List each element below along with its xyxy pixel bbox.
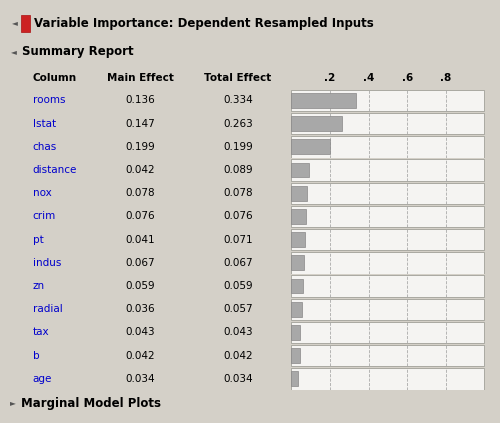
Text: .2: .2: [324, 73, 336, 83]
Text: crim: crim: [33, 212, 56, 221]
Text: 0.076: 0.076: [223, 212, 252, 221]
Text: Main Effect: Main Effect: [107, 73, 174, 83]
Bar: [292, 348, 300, 363]
Text: ►: ►: [10, 398, 16, 407]
Bar: [292, 116, 342, 131]
Bar: [20, 15, 30, 32]
Text: distance: distance: [33, 165, 77, 175]
Bar: [292, 162, 308, 178]
Text: lstat: lstat: [33, 118, 56, 129]
Text: 0.059: 0.059: [223, 281, 252, 291]
Text: .8: .8: [440, 73, 452, 83]
Text: 0.147: 0.147: [126, 118, 155, 129]
Text: indus: indus: [33, 258, 61, 268]
Text: .6: .6: [402, 73, 413, 83]
Text: Variable Importance: Dependent Resampled Inputs: Variable Importance: Dependent Resampled…: [34, 16, 374, 30]
Text: zn: zn: [33, 281, 45, 291]
Bar: [292, 136, 484, 157]
Text: Marginal Model Plots: Marginal Model Plots: [20, 396, 160, 409]
Text: Total Effect: Total Effect: [204, 73, 272, 83]
Bar: [292, 302, 302, 317]
Text: tax: tax: [33, 327, 50, 338]
Text: ◄: ◄: [11, 47, 16, 55]
Bar: [292, 325, 300, 340]
Bar: [292, 252, 484, 274]
Bar: [292, 113, 484, 134]
Text: 0.071: 0.071: [223, 235, 252, 244]
Bar: [292, 159, 484, 181]
Text: 0.076: 0.076: [126, 212, 155, 221]
Text: 0.043: 0.043: [126, 327, 155, 338]
Bar: [292, 229, 484, 250]
Text: radial: radial: [33, 304, 62, 314]
Bar: [292, 186, 306, 201]
Text: 0.067: 0.067: [223, 258, 252, 268]
Text: .4: .4: [363, 73, 374, 83]
Text: age: age: [33, 374, 52, 384]
Text: 0.041: 0.041: [126, 235, 155, 244]
Bar: [292, 345, 484, 366]
Text: 0.199: 0.199: [126, 142, 155, 152]
Bar: [292, 371, 298, 386]
Text: 0.078: 0.078: [126, 188, 155, 198]
Text: 0.057: 0.057: [223, 304, 252, 314]
Bar: [292, 206, 484, 227]
Text: 0.263: 0.263: [223, 118, 252, 129]
Bar: [292, 183, 484, 204]
Bar: [292, 140, 330, 154]
Bar: [292, 279, 303, 294]
Bar: [292, 255, 304, 270]
Text: rooms: rooms: [33, 96, 66, 105]
Bar: [292, 93, 356, 108]
Text: 0.067: 0.067: [126, 258, 155, 268]
Text: nox: nox: [33, 188, 52, 198]
Bar: [292, 368, 484, 390]
Text: Column: Column: [33, 73, 77, 83]
Bar: [292, 299, 484, 320]
Text: 0.136: 0.136: [126, 96, 155, 105]
Text: pt: pt: [33, 235, 43, 244]
Text: 0.034: 0.034: [223, 374, 252, 384]
Bar: [292, 232, 305, 247]
Text: 0.042: 0.042: [223, 351, 252, 361]
Bar: [292, 322, 484, 343]
Text: b: b: [33, 351, 40, 361]
Text: 0.059: 0.059: [126, 281, 155, 291]
Bar: [292, 209, 306, 224]
Text: 0.042: 0.042: [126, 351, 155, 361]
Text: 0.089: 0.089: [223, 165, 252, 175]
Bar: [292, 90, 484, 111]
Text: 0.334: 0.334: [223, 96, 252, 105]
Bar: [292, 275, 484, 297]
Text: 0.034: 0.034: [126, 374, 155, 384]
Text: 0.078: 0.078: [223, 188, 252, 198]
Text: ◄: ◄: [12, 19, 18, 27]
Text: chas: chas: [33, 142, 57, 152]
Text: 0.036: 0.036: [126, 304, 155, 314]
Text: 0.043: 0.043: [223, 327, 252, 338]
Text: 0.199: 0.199: [223, 142, 252, 152]
Text: Summary Report: Summary Report: [22, 44, 134, 58]
Text: 0.042: 0.042: [126, 165, 155, 175]
